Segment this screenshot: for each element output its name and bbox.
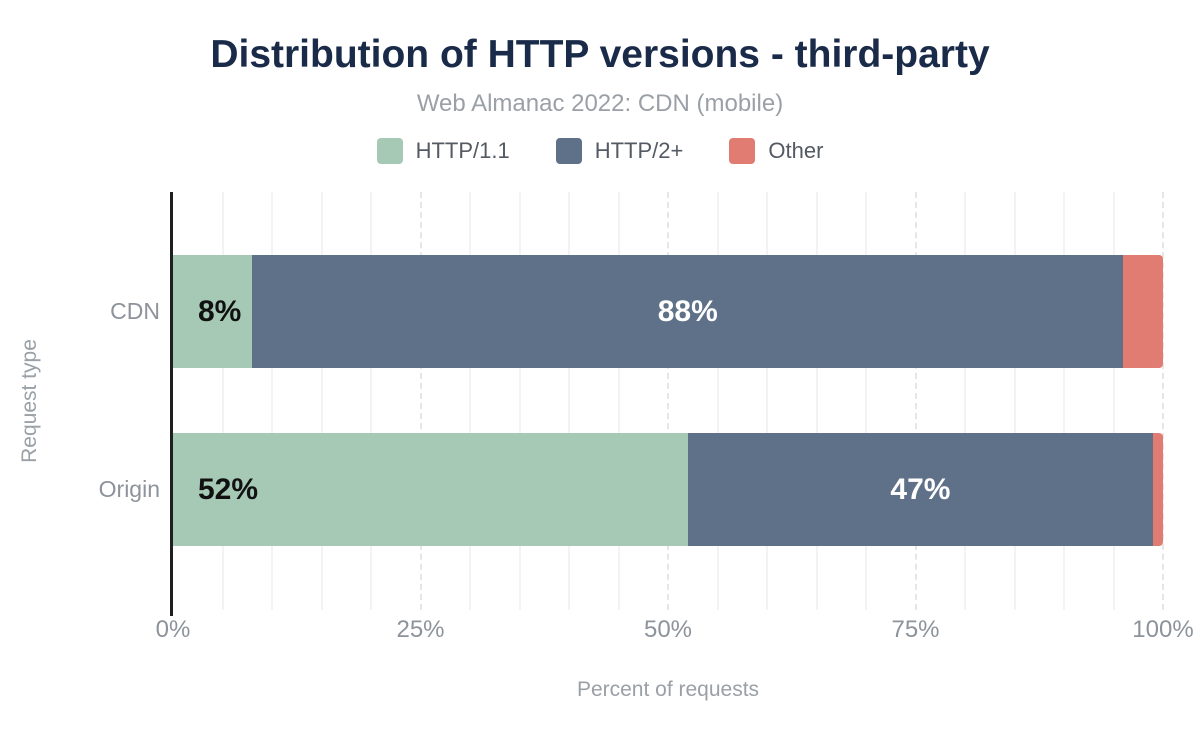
bar-segment-origin-http-1-1[interactable]: 52% <box>173 433 688 546</box>
x-tick-label-25: 25% <box>396 616 445 643</box>
minor-gridline <box>766 192 768 610</box>
legend-item-http-2[interactable]: HTTP/2+ <box>555 138 684 164</box>
major-gridline <box>667 192 669 610</box>
minor-gridline <box>370 192 372 610</box>
minor-gridline <box>518 192 521 610</box>
legend-swatch-other <box>729 138 756 164</box>
minor-gridline <box>271 192 273 610</box>
bar-value-label: 52% <box>198 472 259 506</box>
minor-gridline <box>320 192 323 610</box>
legend-label: Other <box>768 138 824 163</box>
y-axis-title: Request type <box>18 339 41 463</box>
bar-segment-cdn-other[interactable] <box>1123 255 1163 368</box>
minor-gridline <box>815 192 818 610</box>
bar-segment-origin-other[interactable] <box>1153 433 1163 546</box>
legend-item-http-1-1[interactable]: HTTP/1.1 <box>376 138 510 164</box>
minor-gridline <box>1063 192 1065 610</box>
x-tick-label-0: 0% <box>155 616 191 643</box>
y-axis-line <box>170 192 173 616</box>
legend-swatch-http-2 <box>555 138 582 164</box>
minor-gridline <box>617 192 620 610</box>
bar-value-label: 88% <box>657 294 718 328</box>
category-label-cdn: CDN <box>110 298 160 324</box>
minor-gridline <box>221 192 224 610</box>
major-gridline <box>1162 192 1164 610</box>
minor-gridline <box>964 192 966 610</box>
legend-label: HTTP/1.1 <box>415 138 510 163</box>
minor-gridline <box>469 192 471 610</box>
plot-area: 8% 88% CDN 52% 47% Origin <box>99 192 1164 616</box>
minor-gridline <box>1013 192 1016 610</box>
legend-label: HTTP/2+ <box>594 138 684 163</box>
bar-segment-cdn-http-2[interactable]: 88% <box>252 255 1124 368</box>
major-gridline <box>419 192 422 610</box>
minor-gridline <box>865 192 867 610</box>
bar-value-label: 8% <box>198 294 242 328</box>
chart-subtitle: Web Almanac 2022: CDN (mobile) <box>416 90 784 117</box>
legend: HTTP/1.1 HTTP/2+ Other <box>0 138 1200 164</box>
x-tick-label-50: 50% <box>643 616 693 643</box>
bar-segment-cdn-http-1-1[interactable]: 8% <box>173 255 253 368</box>
x-tick-label-100: 100% <box>1132 616 1194 643</box>
minor-gridline <box>568 192 570 610</box>
bar-value-label: 47% <box>890 472 951 506</box>
major-gridline <box>914 192 917 610</box>
bar-segment-origin-http-2[interactable]: 47% <box>687 433 1154 546</box>
x-axis-title: Percent of requests <box>576 678 760 701</box>
bar-origin: 52% 47% <box>173 433 1163 546</box>
chart-title: Distribution of HTTP versions - third-pa… <box>210 33 990 76</box>
minor-gridline <box>716 192 719 610</box>
x-tick-label-75: 75% <box>891 616 940 643</box>
bar-cdn: 8% 88% <box>173 255 1163 368</box>
legend-swatch-http-1-1 <box>376 138 403 164</box>
minor-gridline <box>1112 192 1115 610</box>
legend-item-other[interactable]: Other <box>729 138 823 164</box>
category-label-origin: Origin <box>98 476 160 502</box>
